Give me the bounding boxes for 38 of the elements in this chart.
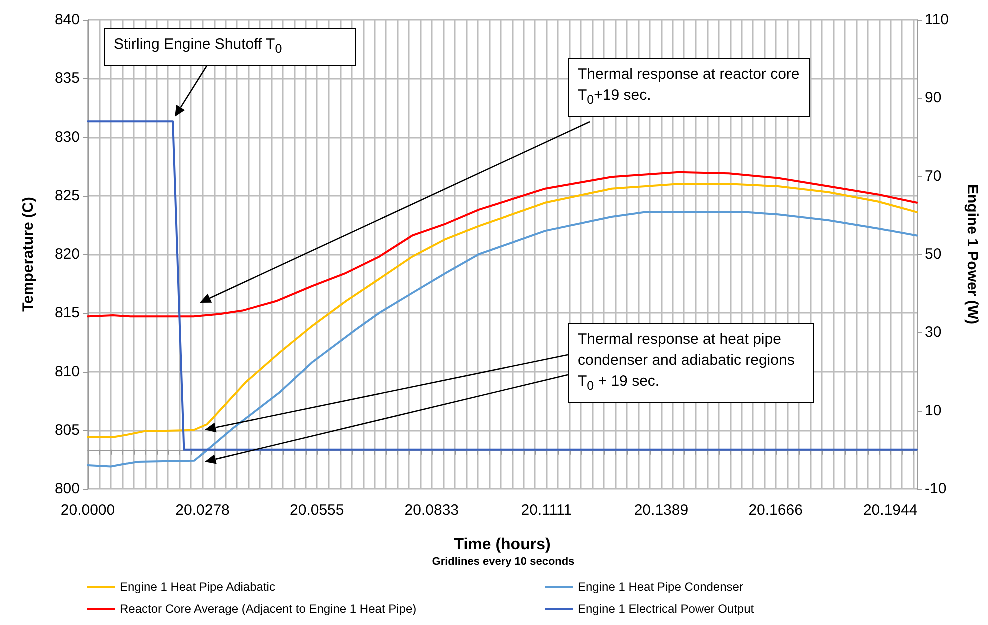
y2-tick-label: -10 bbox=[925, 480, 947, 498]
y2-axis-title: Engine 1 Power (W) bbox=[964, 184, 981, 325]
y-tick-label: 805 bbox=[54, 422, 80, 439]
y2-tick-label: 90 bbox=[925, 90, 942, 107]
y2-tick-label: 30 bbox=[925, 324, 942, 342]
legend-label: Engine 1 Heat Pipe Condenser bbox=[578, 580, 744, 594]
x-tick-label: 20.1389 bbox=[634, 502, 689, 519]
x-tick-label: 20.0833 bbox=[404, 502, 460, 519]
line-series bbox=[87, 183, 918, 438]
x-tick-label: 20.1944 bbox=[863, 502, 918, 519]
y-tick-label: 810 bbox=[54, 363, 80, 380]
x-tick-label: 20.1111 bbox=[521, 502, 572, 519]
x-tick-label: 20.0000 bbox=[60, 502, 116, 519]
y2-tick-label: 10 bbox=[925, 402, 942, 420]
text: Gridlines every 10 seconds bbox=[431, 556, 576, 568]
legend-label: Engine 1 Heat Pipe Adiabatic bbox=[120, 580, 276, 594]
x-tick-label: 20.0555 bbox=[290, 502, 344, 519]
x-axis-title: Time (hours) bbox=[454, 536, 551, 554]
callout-box: Thermal response at heat pipe condenser and adiabatic regions T$_{0}$ + 19 sec. bbox=[568, 323, 814, 403]
line-series bbox=[87, 171, 918, 318]
line-series bbox=[87, 211, 918, 468]
y-tick-label: 840 bbox=[54, 12, 80, 28]
y-tick-label: 825 bbox=[54, 187, 80, 204]
y-tick-label: 820 bbox=[54, 246, 80, 263]
y2-tick-label: 110 bbox=[925, 12, 949, 28]
callout-box: Thermal response at reactor core T$_{0}$+19 sec. bbox=[568, 58, 810, 117]
x-tick-label: 20.1666 bbox=[748, 502, 803, 519]
y-axis-title: Temperature (C) bbox=[20, 197, 37, 312]
y2-tick-label: 70 bbox=[925, 168, 942, 185]
x-tick-label: 20.0278 bbox=[176, 502, 230, 519]
y-tick-label: 835 bbox=[54, 70, 80, 88]
legend-label: Engine 1 Electrical Power Output bbox=[578, 602, 755, 616]
legend-label: Reactor Core Average (Adjacent to Engine 1 Heat Pipe) bbox=[120, 602, 417, 616]
callout-box: Stirling Engine Shutoff T$_{0}$ bbox=[104, 28, 356, 66]
y-tick-label: 815 bbox=[54, 304, 80, 322]
y-tick-label: 830 bbox=[54, 128, 80, 146]
y-tick-label: 800 bbox=[54, 480, 80, 498]
y2-tick-label: 50 bbox=[925, 246, 942, 263]
